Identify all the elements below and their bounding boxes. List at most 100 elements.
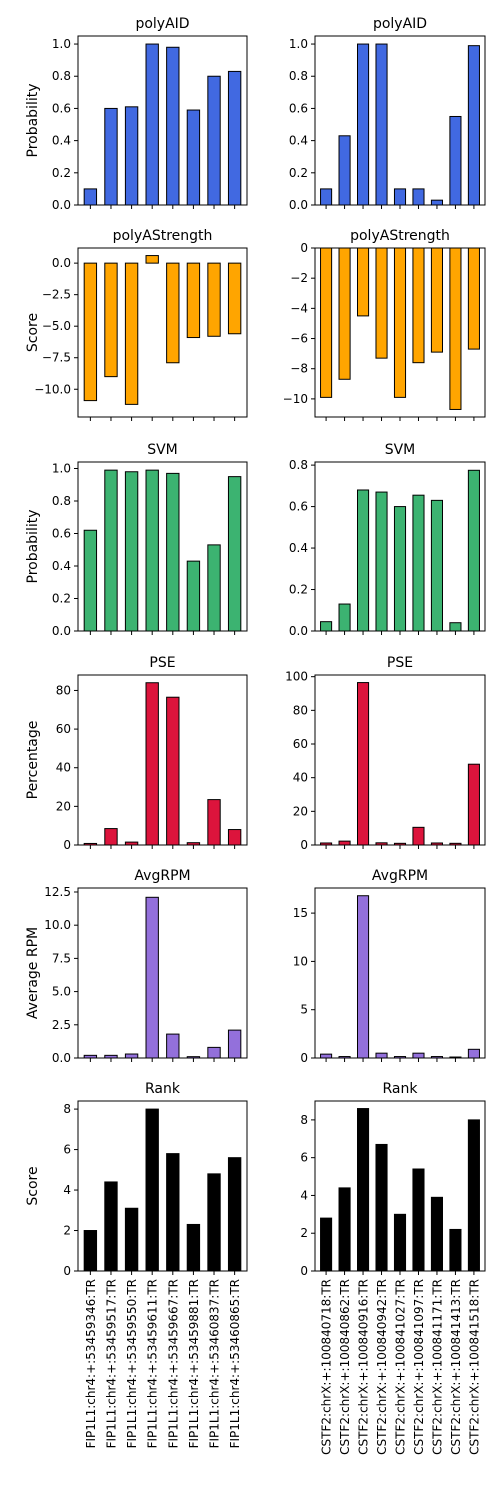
bar xyxy=(357,489,370,632)
axes-frame xyxy=(314,674,486,846)
y-tick-label: 0.6 xyxy=(52,101,71,115)
y-tick-label: −7.5 xyxy=(42,351,71,365)
y-tick-label: 0.2 xyxy=(52,166,71,180)
y-axis-label: Average RPM xyxy=(25,927,41,1019)
bar xyxy=(227,70,242,206)
y-tick-label: 0.0 xyxy=(52,624,71,638)
bar xyxy=(338,247,351,380)
bar xyxy=(467,247,480,350)
y-tick-label: 0.0 xyxy=(52,198,71,212)
y-tick-label: 0.4 xyxy=(289,134,308,148)
y-tick-label: 0.6 xyxy=(289,500,308,514)
axes-frame xyxy=(314,35,486,206)
y-tick-label: 8 xyxy=(63,1102,71,1116)
panel-rank-left: 0 2 4 6 8 Rank Score FIP1L1:chr4:+:53459346:TR F… xyxy=(25,1081,248,1448)
x-tick-label: FIP1L1:chr4:+:53459881:TR xyxy=(187,1279,201,1448)
y-tick-label: 0.8 xyxy=(52,494,71,508)
bar xyxy=(145,1108,159,1272)
y-tick-label: 0.0 xyxy=(52,1051,71,1065)
bar xyxy=(449,622,462,632)
y-tick-label: 10.0 xyxy=(44,918,71,932)
y-tick-label: 0 xyxy=(63,1264,71,1278)
panel-title: Rank xyxy=(383,1081,419,1097)
y-tick-label: 60 xyxy=(293,737,308,751)
y-tick-label: 6 xyxy=(63,1143,71,1157)
bar xyxy=(320,1217,333,1272)
bar xyxy=(357,247,370,317)
bar xyxy=(124,471,139,632)
y-axis-label: Probability xyxy=(25,83,41,157)
x-tick-label: CSTF2:chrX:+:100840942:TR xyxy=(375,1279,389,1455)
axes-frame xyxy=(314,1100,486,1272)
bar xyxy=(357,682,370,846)
bar xyxy=(166,1033,180,1059)
bar xyxy=(430,247,444,353)
y-tick-label: 0.6 xyxy=(289,101,308,115)
y-tick-label: 0.2 xyxy=(52,592,71,606)
bar xyxy=(186,1223,201,1272)
bar xyxy=(467,45,480,206)
y-tick-label: 0.8 xyxy=(289,69,308,83)
y-tick-label: 4 xyxy=(63,1183,71,1197)
panel-title: polyAID xyxy=(135,16,189,32)
axes-frame xyxy=(314,887,486,1059)
axes-frame xyxy=(314,247,486,418)
bar xyxy=(375,43,388,206)
bar xyxy=(393,247,407,398)
panel-avgrpm-left: 0.0 2.5 5.0 7.5 10.0 12.5 AvgRPM Average RPM xyxy=(25,868,248,1065)
y-tick-label: 80 xyxy=(293,703,308,717)
bar xyxy=(467,1048,480,1059)
bar xyxy=(207,1046,221,1059)
bar xyxy=(393,506,407,632)
panel-polyaid-left: 0.0 0.2 0.4 0.6 0.8 1.0 polyAID Probability xyxy=(25,16,248,212)
bar xyxy=(338,603,351,632)
bar xyxy=(207,799,221,846)
x-tick-label: CSTF2:chrX:+:100841027:TR xyxy=(394,1279,408,1455)
bar xyxy=(166,46,180,206)
y-tick-label: 1.0 xyxy=(52,462,71,476)
y-tick-label: 2 xyxy=(63,1224,71,1238)
x-tick-label: FIP1L1:chr4:+:53459346:TR xyxy=(84,1279,98,1448)
bar xyxy=(166,696,180,846)
y-tick-label: −2.5 xyxy=(42,288,71,302)
bar xyxy=(104,469,118,632)
bar xyxy=(338,1187,351,1272)
y-tick-label: 0.0 xyxy=(289,198,308,212)
bar xyxy=(186,109,201,206)
bar xyxy=(357,43,370,206)
bar xyxy=(449,247,462,410)
bar xyxy=(375,491,388,632)
bar xyxy=(227,829,242,846)
x-tick-label: CSTF2:chrX:+:100841097:TR xyxy=(412,1279,426,1455)
panel-title: AvgRPM xyxy=(134,868,190,884)
bar xyxy=(412,1168,425,1272)
panel-svm-right: 0.0 0.2 0.4 0.6 0.8 SVM xyxy=(289,442,486,638)
y-tick-label: 0.0 xyxy=(289,624,308,638)
bar xyxy=(412,1052,425,1059)
y-tick-label: 60 xyxy=(56,722,71,736)
y-tick-label: 0 xyxy=(300,241,308,255)
x-tick-label: FIP1L1:chr4:+:53459550:TR xyxy=(125,1279,139,1448)
y-tick-label: 4 xyxy=(300,1188,308,1202)
bar xyxy=(430,499,444,632)
bar xyxy=(166,472,180,632)
bar xyxy=(227,476,242,632)
bar xyxy=(357,1108,370,1272)
y-tick-label: 2 xyxy=(300,1226,308,1240)
y-tick-label: 1.0 xyxy=(52,37,71,51)
panel-avgrpm-right: 0 5 10 15 AvgRPM xyxy=(293,868,486,1065)
axes-frame xyxy=(77,461,248,632)
y-tick-label: 0.4 xyxy=(52,134,71,148)
bar xyxy=(467,469,480,632)
bar xyxy=(207,75,221,206)
y-tick-label: 0.4 xyxy=(52,559,71,573)
bar xyxy=(449,1228,462,1272)
y-tick-label: 5 xyxy=(300,1003,308,1017)
axes-frame xyxy=(77,1100,248,1272)
x-tick-label: CSTF2:chrX:+:100841171:TR xyxy=(430,1279,444,1455)
bar xyxy=(124,1207,139,1272)
bar xyxy=(207,262,221,337)
panel-title: polyAStrength xyxy=(113,228,213,244)
panel-svm-left: 0.0 0.2 0.4 0.6 0.8 1.0 SVM Probability xyxy=(25,442,248,638)
